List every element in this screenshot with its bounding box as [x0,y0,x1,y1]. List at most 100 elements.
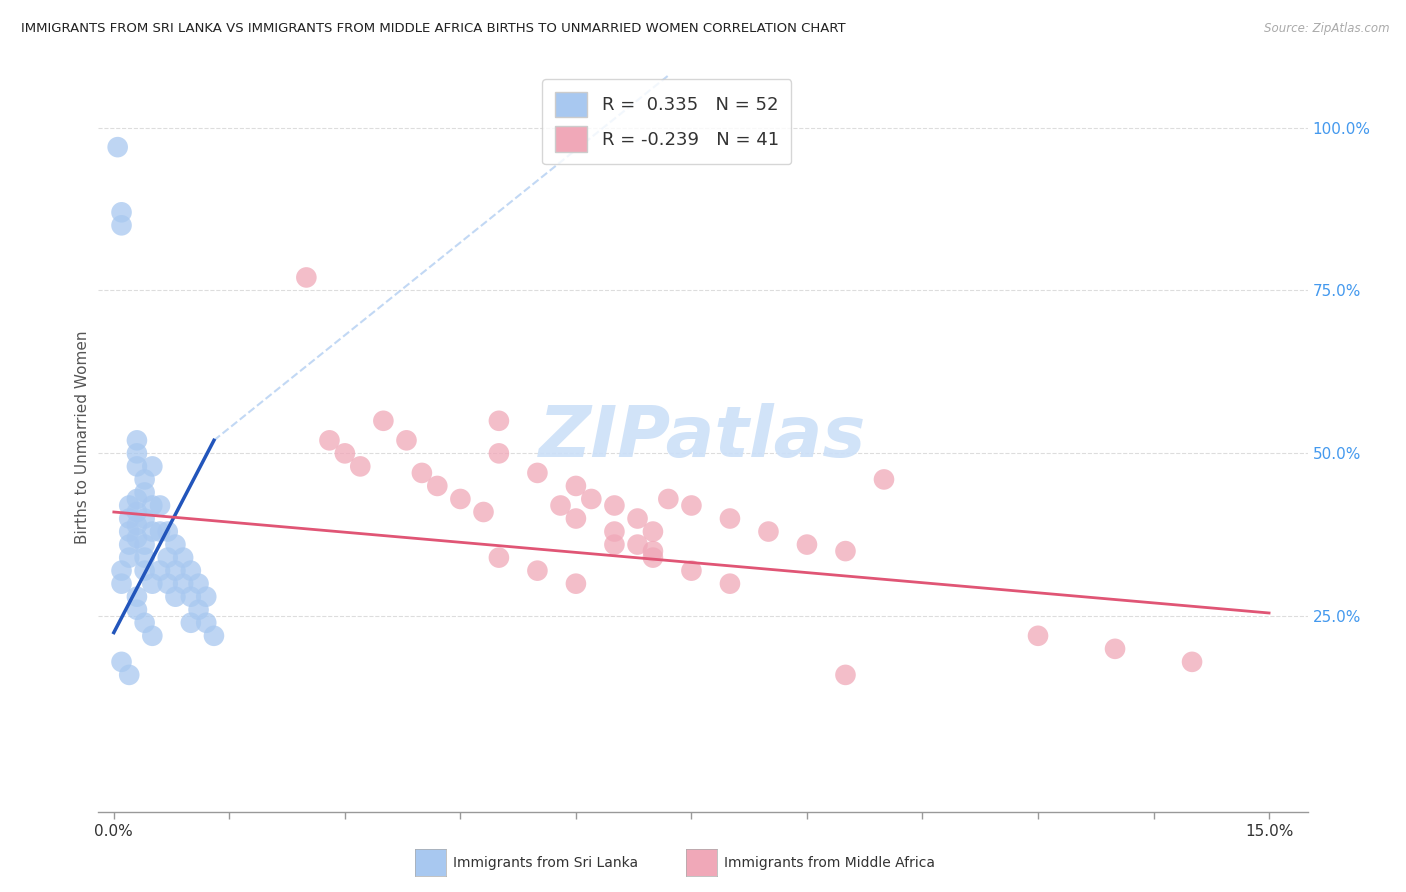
Point [333,446,356,460]
Point [187,576,209,591]
Point [873,472,896,486]
Point [565,576,588,591]
Point [134,511,156,525]
Text: ZIPatlas: ZIPatlas [540,402,866,472]
Point [488,550,510,565]
Point [603,499,626,513]
Point [172,576,194,591]
Point [125,603,148,617]
Legend: R =  0.335   N = 52, R = -0.239   N = 41: R = 0.335 N = 52, R = -0.239 N = 41 [543,79,792,164]
Point [641,524,664,539]
Point [657,491,679,506]
Point [156,550,179,565]
Point [411,466,433,480]
Point [134,615,156,630]
Point [141,459,163,474]
Point [565,511,588,525]
Point [187,603,209,617]
Point [395,434,418,448]
Point [134,472,156,486]
Point [626,538,648,552]
Point [110,576,132,591]
Point [180,615,202,630]
Point [641,550,664,565]
Point [195,590,218,604]
Point [134,538,156,552]
Point [1181,655,1204,669]
Point [1104,641,1126,656]
Text: Source: ZipAtlas.com: Source: ZipAtlas.com [1264,22,1389,36]
Text: Immigrants from Middle Africa: Immigrants from Middle Africa [724,855,935,870]
Point [349,459,371,474]
Point [125,590,148,604]
Point [125,446,148,460]
Point [118,668,141,682]
Point [718,576,741,591]
Text: Immigrants from Sri Lanka: Immigrants from Sri Lanka [453,855,638,870]
Point [110,219,132,233]
Point [681,564,703,578]
Point [796,538,818,552]
Point [488,414,510,428]
Point [626,511,648,525]
Point [149,564,172,578]
Point [110,564,132,578]
Point [125,434,148,448]
Point [550,499,572,513]
Y-axis label: Births to Unmarried Women: Births to Unmarried Women [75,330,90,544]
Point [110,655,132,669]
Point [758,524,780,539]
Point [165,564,187,578]
Point [681,499,703,513]
Point [134,550,156,565]
Point [156,576,179,591]
Point [125,491,148,506]
Point [373,414,395,428]
Point [834,668,856,682]
Point [172,550,194,565]
Point [641,544,664,558]
Point [472,505,495,519]
Point [565,479,588,493]
Point [110,205,132,219]
Point [107,140,129,154]
Point [180,564,202,578]
Point [125,459,148,474]
Point [118,499,141,513]
Point [165,538,187,552]
Point [134,485,156,500]
Point [125,518,148,533]
Point [125,505,148,519]
Point [426,479,449,493]
Point [141,499,163,513]
Point [134,564,156,578]
Point [488,446,510,460]
Point [449,491,471,506]
Point [718,511,741,525]
Point [141,524,163,539]
Point [581,491,603,506]
Point [1026,629,1049,643]
Point [318,434,340,448]
Point [603,538,626,552]
Point [180,590,202,604]
Point [118,538,141,552]
Point [202,629,225,643]
Point [526,564,548,578]
Point [165,590,187,604]
Point [603,524,626,539]
Point [141,576,163,591]
Point [149,499,172,513]
Point [118,550,141,565]
Point [834,544,856,558]
Text: IMMIGRANTS FROM SRI LANKA VS IMMIGRANTS FROM MIDDLE AFRICA BIRTHS TO UNMARRIED W: IMMIGRANTS FROM SRI LANKA VS IMMIGRANTS … [21,22,846,36]
Point [118,511,141,525]
Point [526,466,548,480]
Point [195,615,218,630]
Point [125,531,148,545]
Point [141,629,163,643]
Point [295,270,318,285]
Point [156,524,179,539]
Point [149,524,172,539]
Point [118,524,141,539]
